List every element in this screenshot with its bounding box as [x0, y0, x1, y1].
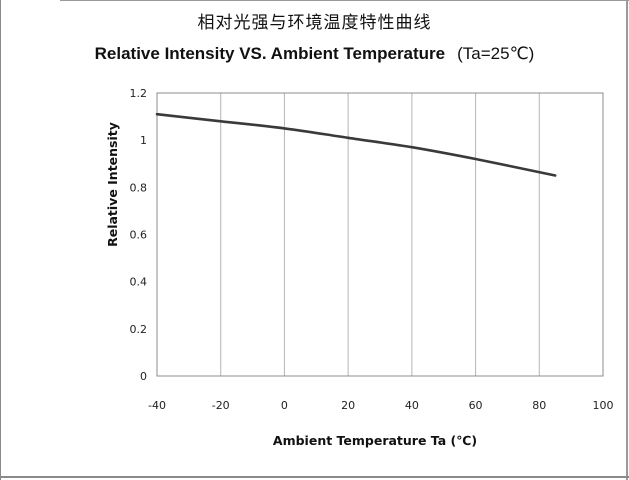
y-tick-label: 0.6: [130, 229, 148, 242]
frame-edge-left: [0, 0, 1, 480]
y-tick-label: 1: [140, 134, 147, 147]
x-tick-label: 20: [341, 399, 355, 412]
y-tick-label: 0.2: [130, 323, 148, 336]
y-axis-label: Relative Intensity: [105, 122, 120, 247]
chart-title-english: Relative Intensity VS. Ambient Temperatu…: [0, 44, 629, 64]
x-tick-label: 60: [469, 399, 483, 412]
frame-edge-bottom: [0, 476, 629, 478]
x-tick-label: 100: [593, 399, 614, 412]
plot-frame: [156, 92, 604, 377]
y-tick-label: 0.4: [130, 276, 148, 289]
y-tick-label: 1.2: [130, 87, 148, 100]
y-tick-label: 0.8: [130, 181, 148, 194]
y-tick-label: 0: [140, 370, 147, 383]
chart-title-english-main: Relative Intensity VS. Ambient Temperatu…: [94, 44, 446, 63]
x-tick-label: -40: [148, 399, 166, 412]
frame-edge-top: [60, 0, 629, 1]
series-line: [155, 112, 557, 177]
x-tick-label: 0: [281, 399, 288, 412]
frame-edge-right: [626, 0, 628, 480]
chart-title-chinese: 相对光强与环境温度特性曲线: [197, 13, 432, 33]
chart-title-condition: (Ta=25℃): [457, 44, 535, 63]
x-tick-label: 40: [405, 399, 419, 412]
x-axis-label: Ambient Temperature Ta (℃): [273, 433, 477, 448]
x-tick-label: 80: [532, 399, 546, 412]
x-tick-label: -20: [212, 399, 230, 412]
